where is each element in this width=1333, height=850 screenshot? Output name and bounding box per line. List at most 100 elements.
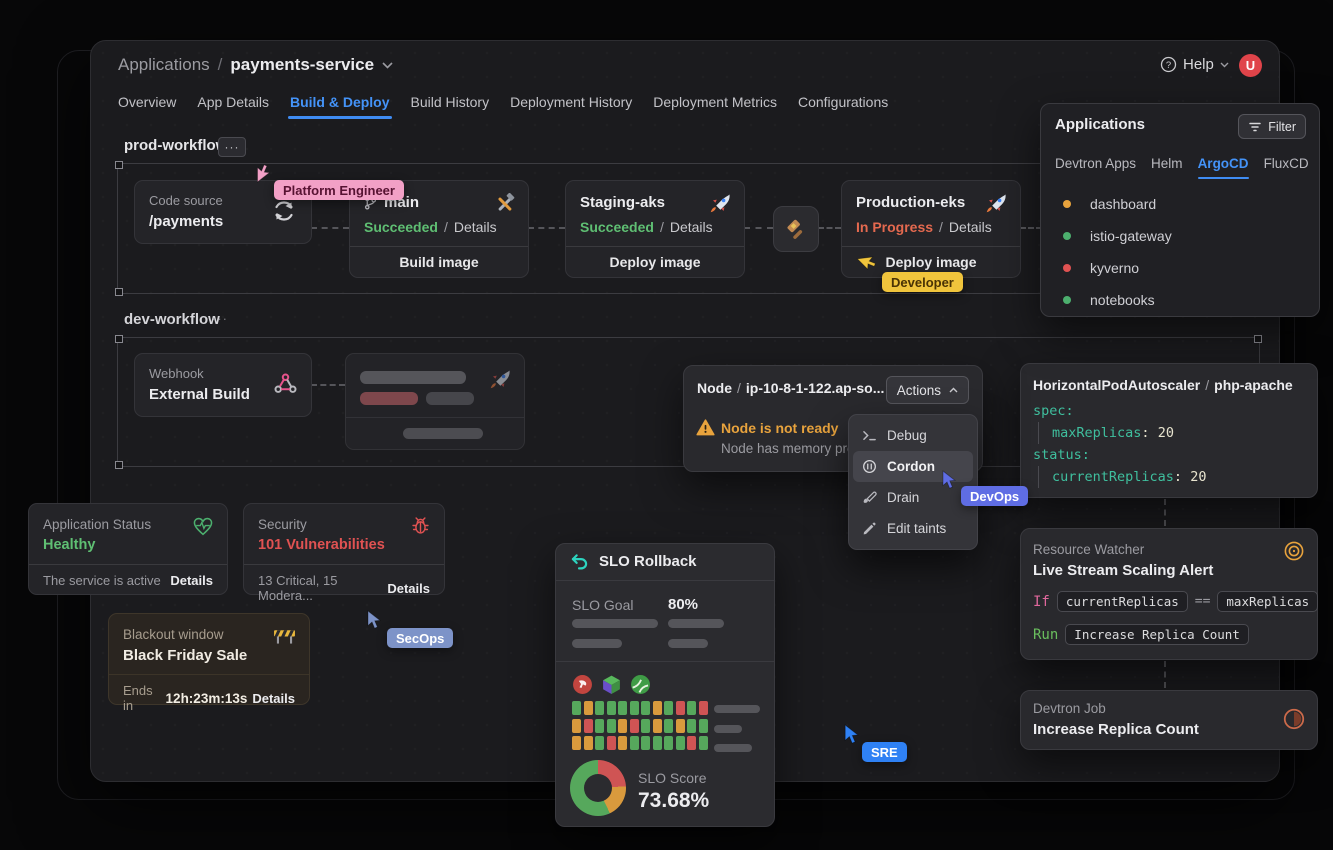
barrier-icon [274, 630, 295, 644]
pointer-icon [257, 164, 271, 183]
monitoring-tool-icon-green [631, 675, 650, 694]
application-list-item[interactable]: dashboard [1055, 188, 1305, 220]
tab-app-details[interactable]: App Details [197, 94, 269, 110]
slo-grid-cell [664, 718, 673, 733]
webhook-value: External Build [149, 386, 250, 403]
production-status: In Progress [856, 219, 934, 235]
tab-deployment-history[interactable]: Deployment History [510, 94, 633, 110]
blackout-details-link[interactable]: Details [252, 690, 295, 706]
filter-icon [1249, 122, 1261, 131]
tab-configurations[interactable]: Configurations [797, 94, 889, 110]
slo-grid-cell [583, 736, 593, 750]
tab-build-deploy[interactable]: Build & Deploy [287, 94, 392, 119]
application-list-item[interactable]: kyverno [1055, 252, 1305, 284]
actions-label: Actions [896, 382, 941, 398]
prod-workflow-menu-button[interactable]: ··· [218, 137, 246, 157]
code-source-label: Code source [149, 193, 223, 208]
skeleton-bar [572, 619, 658, 628]
dev-workflow-label: dev-workflow [124, 311, 220, 328]
menu-item-drain[interactable]: Drain [853, 482, 973, 513]
slo-grid-cell [606, 701, 616, 715]
production-pipeline-card[interactable]: Production-eks In Progress / Details Dep… [841, 180, 1021, 278]
production-details-link[interactable]: Details [948, 219, 992, 235]
condition-operator: == [1194, 594, 1211, 609]
slo-grid-cell [641, 718, 650, 733]
application-name: istio-gateway [1090, 228, 1172, 244]
webhook-card[interactable]: Webhook External Build [134, 353, 312, 417]
connector [1164, 661, 1166, 688]
avatar[interactable]: U [1239, 54, 1262, 77]
application-status-details-link[interactable]: Details [170, 573, 213, 588]
condition-chip-right: maxReplicas [1217, 591, 1319, 612]
slo-grid-cell [698, 718, 708, 733]
brush-icon [863, 491, 877, 503]
staging-pipeline-card[interactable]: Staging-aks Succeeded / Details Deploy i… [565, 180, 745, 278]
menu-item-debug[interactable]: Debug [853, 420, 973, 451]
application-list-item[interactable]: notebooks [1055, 284, 1305, 316]
page-title[interactable]: payments-service [230, 55, 375, 74]
application-status-card: Application Status Healthy The service i… [28, 503, 228, 595]
filter-button[interactable]: Filter [1238, 114, 1306, 139]
approval-gate-node[interactable] [773, 206, 819, 252]
help-menu[interactable]: ? Help [1160, 56, 1229, 73]
gavel-icon [787, 219, 803, 239]
application-name: notebooks [1090, 292, 1155, 308]
heartbeat-icon [193, 517, 213, 536]
menu-item-edit-taints[interactable]: Edit taints [853, 513, 973, 544]
separator: / [443, 219, 448, 235]
chevron-down-icon[interactable] [382, 61, 393, 69]
devtron-job-label: Devtron Job [1033, 701, 1106, 716]
staging-deploy-action[interactable]: Deploy image [566, 246, 744, 277]
build-image-action[interactable]: Build image [350, 246, 528, 277]
slo-grid-cell [618, 701, 627, 715]
tab-argocd[interactable]: ArgoCD [1197, 156, 1249, 179]
cursor-label: Platform Engineer [274, 180, 404, 200]
rocket-icon [986, 194, 1006, 213]
node-warning-title: Node is not ready [721, 420, 839, 436]
breadcrumb-root[interactable]: Applications [118, 55, 210, 74]
yaml-key: spec: [1033, 403, 1074, 419]
actions-button[interactable]: Actions [885, 376, 969, 404]
slo-grid-cell [652, 736, 662, 750]
slo-grid-cell [629, 718, 639, 733]
tab-deployment-metrics[interactable]: Deployment Metrics [653, 94, 777, 110]
condition-chip-left: currentReplicas [1056, 591, 1188, 612]
build-status: Succeeded [364, 219, 438, 235]
status-dot [1063, 232, 1071, 240]
menu-item-cordon[interactable]: Cordon [853, 451, 973, 482]
slo-goal-value: 80% [668, 596, 699, 613]
dev-workflow-menu-button[interactable]: ··· [212, 311, 228, 326]
slo-grid-cell [572, 701, 581, 715]
tab-devtron-apps[interactable]: Devtron Apps [1055, 156, 1137, 171]
skeleton-bar [714, 744, 752, 752]
tab-overview[interactable]: Overview [118, 94, 177, 110]
node-resource-kind: Node [697, 380, 732, 396]
code-source-value: /payments [149, 213, 224, 230]
application-name: kyverno [1090, 260, 1140, 276]
slo-grid-cell [629, 701, 639, 715]
yaml-value: 20 [1157, 425, 1174, 441]
skeleton-bar [426, 392, 474, 405]
slo-grid-cell [618, 736, 627, 750]
connector [1020, 227, 1050, 229]
slo-grid-cell [687, 718, 696, 733]
pointer-icon [367, 610, 382, 629]
tab-fluxcd[interactable]: FluxCD [1263, 156, 1309, 171]
filter-label: Filter [1268, 119, 1296, 134]
build-details-link[interactable]: Details [453, 219, 497, 235]
rocket-icon [490, 370, 510, 389]
security-details-link[interactable]: Details [387, 580, 430, 596]
slo-grid-cell [606, 718, 616, 733]
slo-rollback-panel: SLO Rollback SLO Goal 80% SLO Score 73.6… [555, 543, 775, 827]
bug-icon [412, 517, 429, 534]
chevron-down-icon [1220, 62, 1229, 67]
skeleton-bar [714, 725, 742, 733]
staging-details-link[interactable]: Details [669, 219, 713, 235]
slo-grid-cell [641, 701, 650, 715]
production-deploy-action[interactable]: Deploy image [842, 246, 1020, 277]
tab-helm[interactable]: Helm [1151, 156, 1183, 171]
tab-build-history[interactable]: Build History [410, 94, 490, 110]
application-list-item[interactable]: istio-gateway [1055, 220, 1305, 252]
menu-item-label: Debug [887, 428, 927, 443]
